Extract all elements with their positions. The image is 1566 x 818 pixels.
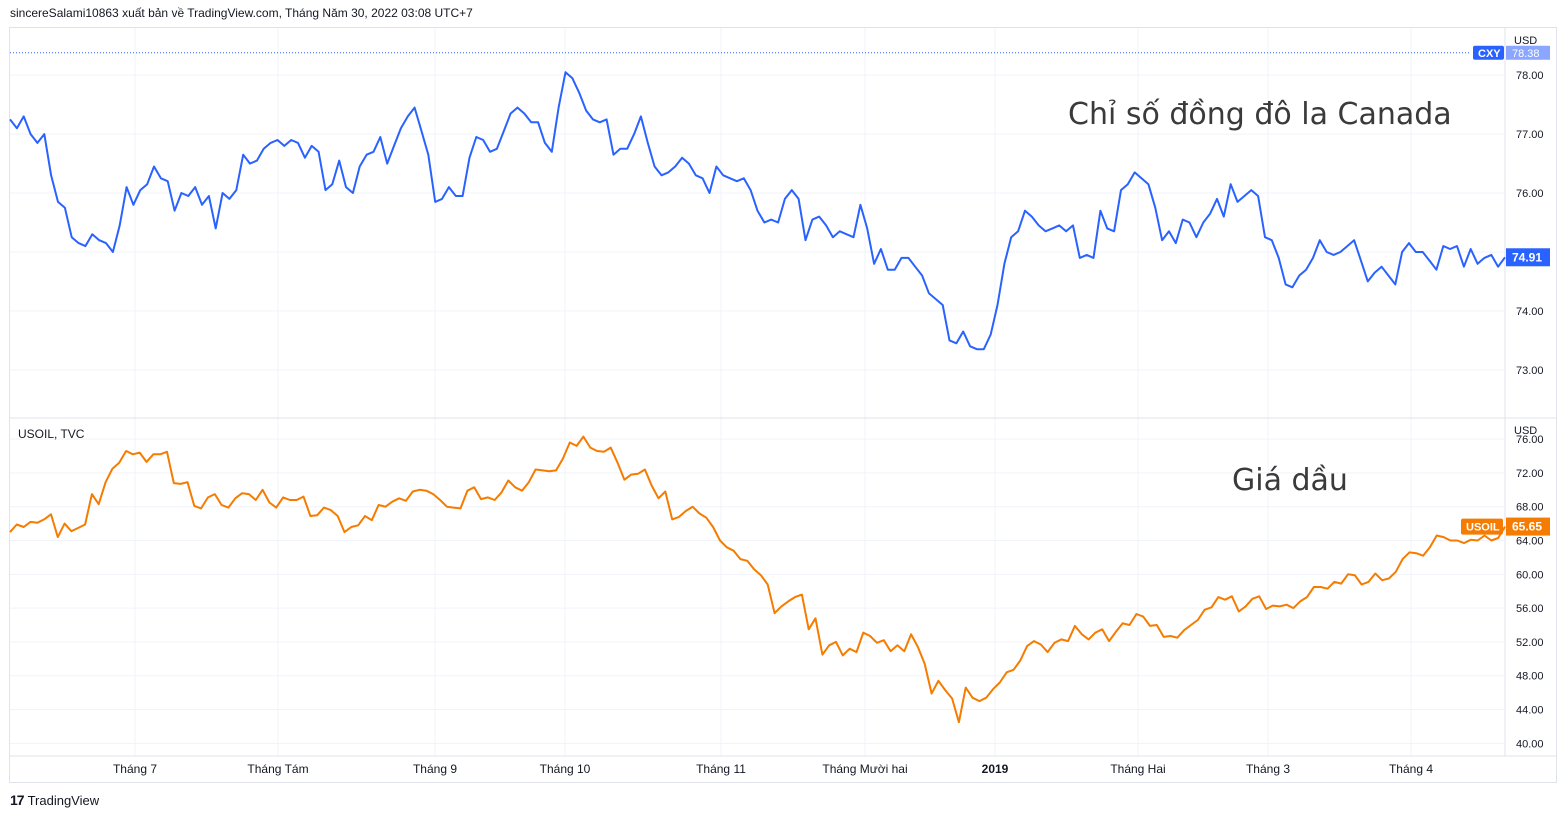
tradingview-logo-icon: 17: [10, 792, 25, 808]
oil-last-value-tag: [1506, 517, 1550, 536]
x-tick-label: Tháng 10: [540, 762, 591, 776]
cad-series-line[interactable]: [9, 71, 1506, 351]
footer-brand: TradingView: [27, 792, 100, 808]
cad-y-tick-label: 73.00: [1516, 365, 1544, 377]
cad-last-value-tag: [1506, 248, 1550, 267]
oil-y-tick-label: 48.00: [1516, 671, 1544, 683]
x-tick-label: Tháng Mười hai: [822, 762, 907, 776]
publish-info: sincereSalami10863 xuất bản về TradingVi…: [10, 6, 473, 20]
footer: 17 TradingView: [10, 792, 99, 808]
cad-last-value-label: 74.91: [1512, 250, 1542, 264]
oil-source-label: USOIL, TVC: [18, 427, 85, 441]
x-tick-label: Tháng 4: [1389, 762, 1433, 776]
oil-y-tick-label: 56.00: [1516, 603, 1544, 615]
oil-y-tick-label: 64.00: [1516, 536, 1544, 548]
oil-currency-label: USD: [1514, 425, 1537, 437]
x-tick-label: Tháng 7: [113, 762, 157, 776]
cad-y-tick-label: 78.00: [1516, 70, 1544, 82]
x-tick-label: Tháng Hai: [1110, 762, 1165, 776]
cad-currency-label: USD: [1514, 35, 1537, 47]
oil-last-value-label: 65.65: [1512, 520, 1542, 534]
oil-y-tick-label: 68.00: [1516, 502, 1544, 514]
cad-high-value-label: 78.38: [1512, 48, 1540, 60]
oil-symbol-tag-label: USOIL: [1466, 522, 1500, 534]
cad-annotation: Chỉ số đồng đô la Canada: [1068, 97, 1452, 132]
cad-high-value-tag: [1506, 45, 1550, 60]
oil-y-tick-label: 76.00: [1516, 434, 1544, 446]
cad-y-tick-label: 76.00: [1516, 188, 1544, 200]
x-tick-label: Tháng 11: [696, 762, 746, 776]
cad-y-tick-label: 74.00: [1516, 306, 1544, 318]
oil-y-tick-label: 40.00: [1516, 738, 1544, 750]
x-tick-label: Tháng 3: [1246, 762, 1290, 776]
oil-series-line[interactable]: [9, 435, 1506, 724]
oil-y-tick-label: 52.00: [1516, 637, 1544, 649]
cad-symbol-tag: [1473, 45, 1504, 60]
oil-annotation: Giá dầu: [1232, 463, 1348, 498]
cad-y-tick-label: 77.00: [1516, 129, 1544, 141]
x-tick-label: 2019: [982, 762, 1009, 776]
oil-y-tick-label: 44.00: [1516, 705, 1544, 717]
oil-symbol-tag: [1461, 518, 1503, 535]
x-tick-label: Tháng 9: [413, 762, 457, 776]
oil-y-tick-label: 60.00: [1516, 569, 1544, 581]
chart-frame[interactable]: [9, 27, 1557, 783]
x-tick-label: Tháng Tám: [247, 762, 308, 776]
cad-symbol-tag-label: CXY: [1478, 48, 1501, 60]
oil-y-tick-label: 72.00: [1516, 468, 1544, 480]
